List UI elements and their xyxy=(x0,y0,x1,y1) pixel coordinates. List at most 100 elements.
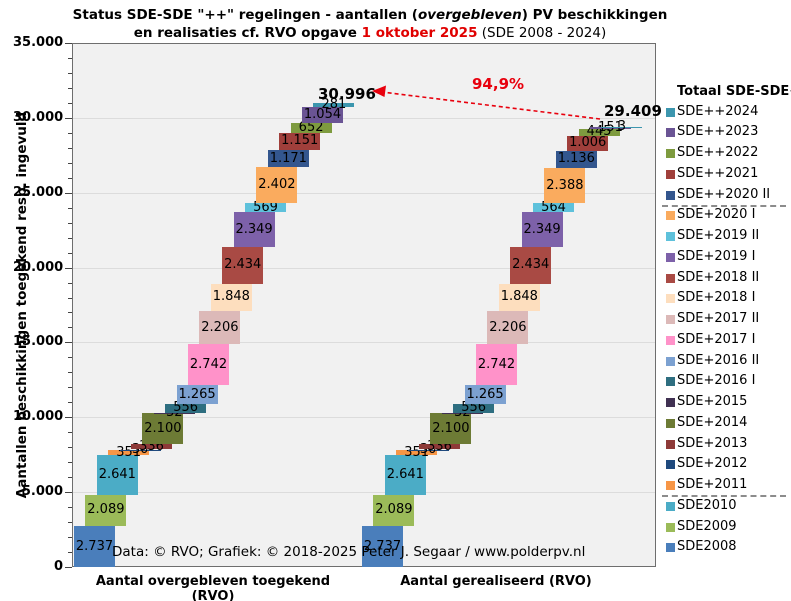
legend-swatch-sde-2022 xyxy=(666,149,675,158)
gridline-5000 xyxy=(73,492,655,494)
minor-tick-22000 xyxy=(68,237,72,239)
minor-tick-2000 xyxy=(68,537,72,539)
bar-label-sde-2023-overgebleven: 1.054 xyxy=(303,107,342,123)
gridline-15000 xyxy=(73,342,655,344)
bar-label-sde-2017-ii-overgebleven: 2.206 xyxy=(201,319,239,335)
bar-label-sde2010-overgebleven: 2.641 xyxy=(98,466,136,482)
bar-sde-2017-ii-gerealiseerd xyxy=(487,311,529,345)
legend-item-sde-2013: SDE+2013 xyxy=(677,435,748,451)
bar-sde2009-gerealiseerd xyxy=(373,494,415,526)
y-tick-label-30000: 30.000 xyxy=(13,109,64,125)
bar-label-sde-2020-i-gerealiseerd: 2.388 xyxy=(546,177,584,193)
legend-item-sde-2011: SDE+2011 xyxy=(677,477,748,492)
chart-title: Status SDE-SDE "++" regelingen - aantall… xyxy=(0,6,740,42)
bar-label-sde2008-overgebleven: 2.737 xyxy=(75,538,114,554)
bar-label-sde2010-gerealiseerd: 2.641 xyxy=(386,466,424,482)
bar-label-sde2008-gerealiseerd: 2.737 xyxy=(363,538,402,554)
bar-sde-2020-i-overgebleven xyxy=(256,167,298,204)
minor-tick-27000 xyxy=(68,162,72,164)
bar-sde-2016-ii-overgebleven xyxy=(176,385,218,405)
minor-tick-7000 xyxy=(68,462,72,464)
legend-item-sde-2022: SDE++2022 xyxy=(677,145,759,160)
y-tick-label-20000: 20.000 xyxy=(13,259,64,275)
y-tick-label-5000: 5.000 xyxy=(21,484,63,500)
bar-label-sde-2016-ii-gerealiseerd: 1.265 xyxy=(466,386,504,402)
bar-sde-2018-ii-gerealiseerd xyxy=(510,247,552,284)
x-axis-label-right: Aantal gerealiseerd (RVO) xyxy=(400,574,592,589)
bar-sde-2017-ii-overgebleven xyxy=(199,311,241,345)
legend-item-sde-2018-ii: SDE+2018 II xyxy=(677,269,760,285)
legend-item-sde2008: SDE2008 xyxy=(677,539,737,555)
bar-sde-2014-gerealiseerd xyxy=(430,413,472,445)
legend-swatch-sde2008 xyxy=(666,543,675,553)
bar-label-sde-2018-i-gerealiseerd: 1.848 xyxy=(500,289,538,305)
bar-sde-2017-i-gerealiseerd xyxy=(476,344,517,386)
legend-swatch-sde-2024 xyxy=(666,107,675,117)
minor-tick-13000 xyxy=(68,372,72,374)
bar-sde2008-gerealiseerd xyxy=(362,526,403,567)
y-tick-label-0: 0 xyxy=(53,559,63,574)
bar-sde-2020-ii-gerealiseerd xyxy=(555,150,597,168)
bar-label-sde-2024-gerealiseerd: 3 xyxy=(617,118,627,134)
bar-sde-2019-ii-overgebleven xyxy=(245,203,286,212)
legend-item-sde-2015: SDE+2015 xyxy=(677,394,748,409)
bar-label-sde-2019-ii-overgebleven: 569 xyxy=(253,199,278,215)
bar-sde2010-overgebleven xyxy=(96,455,138,495)
major-tick-20000 xyxy=(65,267,72,269)
major-tick-10000 xyxy=(65,417,72,419)
legend-item-sde2010: SDE2010 xyxy=(677,497,737,513)
major-tick-5000 xyxy=(65,492,72,494)
bar-label-sde-2021-overgebleven: 1.151 xyxy=(281,133,319,149)
gridline-10000 xyxy=(73,417,655,419)
minor-tick-14000 xyxy=(68,357,72,359)
bar-label-sde-2019-i-gerealiseerd: 2.349 xyxy=(523,221,561,237)
major-tick-35000 xyxy=(65,43,72,44)
minor-tick-23000 xyxy=(68,222,72,224)
minor-tick-9000 xyxy=(68,432,72,434)
major-tick-0 xyxy=(65,567,72,568)
major-tick-15000 xyxy=(65,342,72,344)
legend-header: Totaal SDE-SDE++ xyxy=(677,84,791,99)
bar-sde2008-overgebleven xyxy=(74,526,115,567)
bar-sde-2020-ii-overgebleven xyxy=(267,149,309,168)
bar-label-sde-2018-ii-gerealiseerd: 2.434 xyxy=(512,257,550,273)
bar-sde-2016-ii-gerealiseerd xyxy=(464,385,506,405)
credit-line: Data: © RVO; Grafiek: © 2018-2025 Peter … xyxy=(112,544,586,560)
bar-sde-2013-overgebleven xyxy=(131,444,172,450)
bar-label-sde-2017-i-overgebleven: 2.742 xyxy=(189,356,228,372)
legend-swatch-sde-2019-i xyxy=(666,252,675,262)
y-tick-label-15000: 15.000 xyxy=(13,334,64,350)
y-axis-title: Aantallen beschikkingen toegekend resp. … xyxy=(14,111,30,499)
bar-sde-2019-ii-gerealiseerd xyxy=(533,203,574,212)
x-axis-label-left: Aantal overgebleven toegekend (RVO) xyxy=(95,574,331,601)
minor-tick-29000 xyxy=(68,132,72,134)
legend-item-sde-2020-i: SDE+2020 I xyxy=(677,207,756,223)
bar-label-sde-2020-ii-gerealiseerd: 1.136 xyxy=(557,151,595,167)
minor-tick-24000 xyxy=(68,207,72,209)
legend-item-sde2009: SDE2009 xyxy=(677,518,737,534)
legend-item-sde-2021: SDE++2021 xyxy=(677,165,759,181)
plot-area xyxy=(72,43,656,567)
minor-tick-1000 xyxy=(68,552,72,554)
bar-sde-2014-overgebleven xyxy=(142,413,184,445)
major-tick-25000 xyxy=(65,192,72,194)
bar-sde-2015-gerealiseerd xyxy=(441,412,483,415)
bar-label-sde-2022-overgebleven: 652 xyxy=(298,119,324,135)
bar-sde-2018-i-overgebleven xyxy=(210,283,252,312)
legend-item-sde-2017-i: SDE+2017 I xyxy=(677,331,756,347)
bar-label-sde-2018-i-overgebleven: 1.848 xyxy=(212,289,250,305)
legend-item-sde-2019-ii: SDE+2019 II xyxy=(677,228,760,243)
chart-title-line1: Status SDE-SDE "++" regelingen - aantall… xyxy=(72,7,668,23)
bar-sde-2024-overgebleven xyxy=(313,102,355,108)
gridline-20000 xyxy=(73,267,655,269)
legend-swatch-sde-2016-i xyxy=(666,377,675,387)
bar-sde-2020-i-gerealiseerd xyxy=(544,167,586,204)
legend-swatch-sde-2018-i xyxy=(666,294,675,304)
bar-label-sde-2017-ii-gerealiseerd: 2.206 xyxy=(489,319,527,335)
bar-label-sde-2018-ii-overgebleven: 2.434 xyxy=(224,257,262,273)
minor-tick-34000 xyxy=(68,57,72,59)
report-date: 1 oktober 2025 xyxy=(361,25,478,41)
minor-tick-18000 xyxy=(68,297,72,299)
bar-sde-2024-gerealiseerd xyxy=(601,126,643,129)
